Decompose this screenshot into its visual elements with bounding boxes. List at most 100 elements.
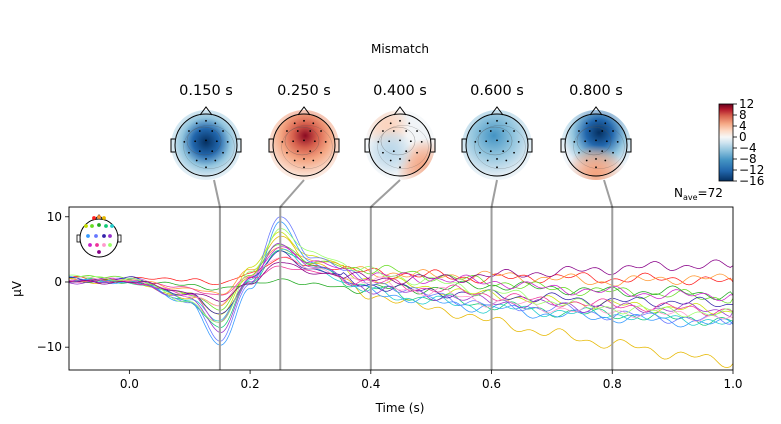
sensor-dot xyxy=(377,141,380,143)
sensor-dot xyxy=(211,130,214,132)
sensor-dot xyxy=(194,140,197,143)
sensor-dot xyxy=(505,122,508,125)
colorbar-tick-label: −12 xyxy=(739,163,764,177)
colorbar-tick-label: 8 xyxy=(739,108,747,122)
head-outline xyxy=(174,113,238,177)
sensor-dot xyxy=(595,158,597,160)
sensor-dot xyxy=(420,141,423,143)
sensor-dot xyxy=(502,130,505,132)
sensor-dot xyxy=(312,122,315,125)
colorbar-tick-label: −8 xyxy=(739,152,757,166)
sensor-dot xyxy=(405,150,408,153)
topomap-time-label: 0.600 s xyxy=(470,83,524,99)
nave-label: Nave=72 xyxy=(674,186,723,202)
series-line-2 xyxy=(69,247,733,295)
sensor-dot xyxy=(405,130,408,132)
sensor-dot xyxy=(296,150,299,153)
sensor-dot xyxy=(505,159,508,162)
head-outline xyxy=(465,113,529,177)
left-ear xyxy=(268,138,273,153)
sensor-dot xyxy=(211,150,214,153)
series-line-5 xyxy=(69,244,733,311)
topomap-connector-2 xyxy=(279,179,305,208)
series-line-3 xyxy=(69,235,733,368)
sensor-dot xyxy=(215,140,218,143)
sensor-dot xyxy=(496,166,498,169)
x-tick-label: 0.6 xyxy=(482,377,501,391)
sensor-dot xyxy=(205,166,207,169)
butterfly-plot: 0.0 0.2 0.4 0.6 0.8 1.0 10 0 −10 Time (s) µV xyxy=(10,206,743,415)
y-tick-label: −10 xyxy=(37,340,62,354)
right-ear xyxy=(335,138,340,153)
sensor-legend-dot xyxy=(94,234,98,238)
head-outline xyxy=(564,113,628,177)
sensor-dot xyxy=(604,122,607,125)
sensor-dot xyxy=(293,122,296,125)
colorbar-gradient xyxy=(718,103,734,182)
x-tick-label: 0.8 xyxy=(603,377,622,391)
sensor-dot xyxy=(408,122,411,125)
series-line-8 xyxy=(69,248,733,326)
sensor-dot xyxy=(312,159,315,162)
figure-title: Mismatch xyxy=(371,42,429,56)
sensor-dot xyxy=(303,158,305,160)
sensor-legend-dot xyxy=(88,243,92,247)
sensor-dot xyxy=(399,158,401,160)
sensor-dot xyxy=(409,140,412,143)
sensor-dot xyxy=(320,130,322,132)
sensor-dot xyxy=(303,119,305,122)
series-line-13 xyxy=(69,246,733,323)
sensor-dot xyxy=(513,130,515,132)
series-line-1 xyxy=(69,257,733,286)
right-ear xyxy=(528,138,533,153)
nose xyxy=(393,106,407,116)
sensor-dot xyxy=(226,141,229,143)
sensor-dot xyxy=(616,141,619,143)
sensor-dot xyxy=(309,150,312,153)
sensor-dot xyxy=(601,150,604,153)
topomap-1: 0.150 s xyxy=(170,83,242,180)
sensor-legend-dot xyxy=(102,243,106,247)
series-line-9 xyxy=(69,221,733,346)
series-line-11 xyxy=(69,250,733,315)
y-tick-label: 10 xyxy=(47,210,62,224)
sensor-dot xyxy=(513,151,515,154)
sensor-dot xyxy=(309,130,312,132)
x-tick-label: 1.0 xyxy=(723,377,742,391)
sensor-legend-dot xyxy=(102,234,106,238)
series-line-16 xyxy=(69,228,733,323)
sensor-dot xyxy=(188,151,190,154)
left-ear xyxy=(170,138,175,153)
topomap-time-label: 0.800 s xyxy=(569,83,623,99)
sensor-legend-dot xyxy=(84,224,88,228)
right-ear xyxy=(431,138,436,153)
colorbar-tick-label: 4 xyxy=(739,119,747,133)
sensor-dot xyxy=(399,139,401,142)
sensor-dot xyxy=(595,139,597,142)
sensor-dot xyxy=(382,151,384,154)
sensor-legend-dot xyxy=(102,216,106,220)
series-line-15 xyxy=(69,256,733,322)
sensor-dot xyxy=(408,159,411,162)
left-ear xyxy=(560,138,565,153)
sensor-dot xyxy=(198,130,201,132)
sensor-dot xyxy=(399,119,401,122)
sensor-dot xyxy=(222,130,224,132)
sensor-dot xyxy=(382,130,384,132)
x-tick-label: 0.4 xyxy=(361,377,380,391)
sensor-dot xyxy=(296,130,299,132)
sensor-legend-dot xyxy=(108,243,112,247)
head-outline xyxy=(272,113,336,177)
sensor-dot xyxy=(399,166,401,169)
nose xyxy=(589,106,603,116)
sensor-dot xyxy=(474,141,477,143)
sensor-legend-dot xyxy=(95,243,99,247)
topomap-time-label: 0.150 s xyxy=(179,83,233,99)
sensor-dot xyxy=(496,158,498,160)
right-ear xyxy=(627,138,632,153)
colorbar-tick-label: −4 xyxy=(739,141,757,155)
sensor-dot xyxy=(293,159,296,162)
sensor-dot xyxy=(214,122,217,125)
